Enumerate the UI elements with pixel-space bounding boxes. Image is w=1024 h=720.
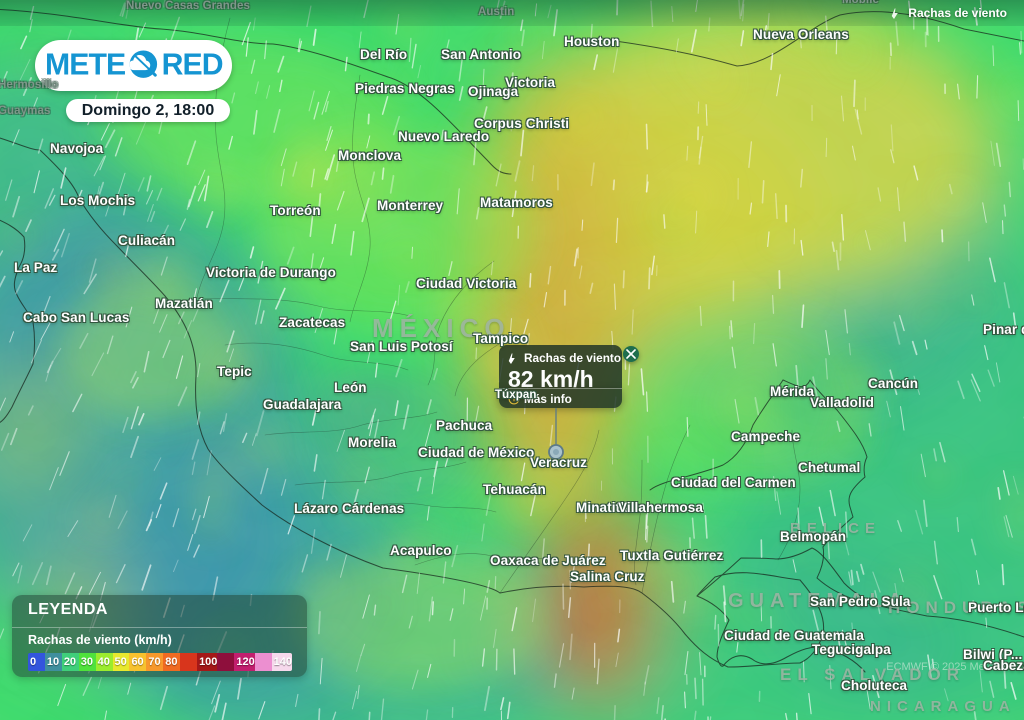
svg-text:RED: RED <box>161 49 222 82</box>
svg-text:METE: METE <box>45 49 125 82</box>
